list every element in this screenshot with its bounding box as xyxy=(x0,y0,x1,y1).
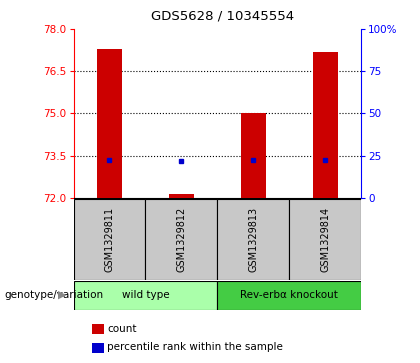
Text: genotype/variation: genotype/variation xyxy=(4,290,103,300)
Bar xyxy=(218,281,361,310)
Bar xyxy=(145,199,218,280)
Bar xyxy=(289,199,361,280)
Bar xyxy=(74,281,218,310)
Text: GSM1329812: GSM1329812 xyxy=(176,207,186,272)
Text: GDS5628 / 10345554: GDS5628 / 10345554 xyxy=(151,9,294,22)
Text: Rev-erbα knockout: Rev-erbα knockout xyxy=(240,290,338,301)
Bar xyxy=(218,199,289,280)
Text: percentile rank within the sample: percentile rank within the sample xyxy=(107,342,283,352)
Text: ▶: ▶ xyxy=(58,290,66,300)
Bar xyxy=(74,199,145,280)
Text: GSM1329813: GSM1329813 xyxy=(248,207,258,272)
Text: GSM1329811: GSM1329811 xyxy=(105,207,115,272)
Bar xyxy=(312,52,338,198)
Bar xyxy=(97,49,122,198)
Bar xyxy=(169,193,194,198)
Text: count: count xyxy=(107,323,136,334)
Text: wild type: wild type xyxy=(122,290,169,301)
Text: GSM1329814: GSM1329814 xyxy=(320,207,330,272)
Bar xyxy=(241,113,266,198)
